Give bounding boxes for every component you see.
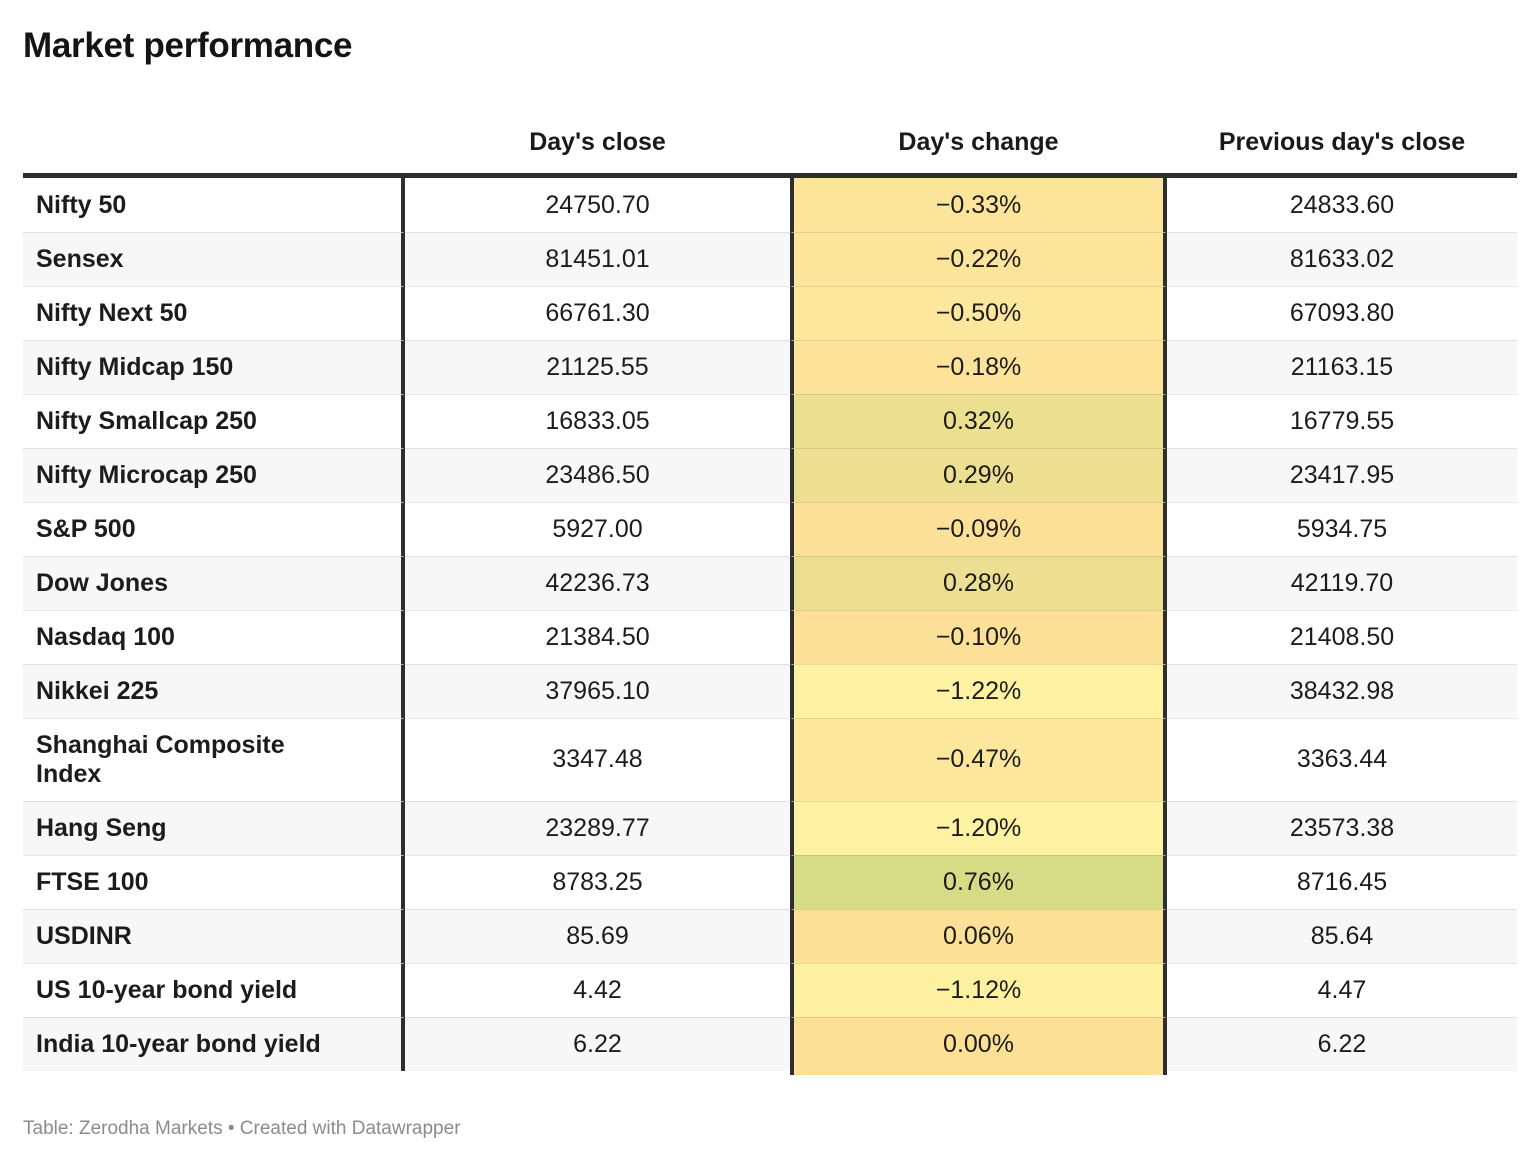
days-change-value: −0.47% (790, 718, 1167, 801)
days-close-value: 85.69 (405, 908, 790, 963)
column-header-previous-close: Previous day's close (1218, 128, 1466, 157)
attribution-footer: Table: Zerodha Markets • Created with Da… (23, 1117, 461, 1139)
days-close-value: 6.22 (405, 1016, 790, 1071)
days-change-value: −0.50% (790, 286, 1167, 340)
days-change-value: −0.09% (790, 502, 1167, 556)
days-close-value: 16833.05 (405, 394, 790, 448)
column-header-spacer (23, 157, 405, 173)
days-close-value: 23486.50 (405, 448, 790, 502)
days-close-value: 5927.00 (405, 502, 790, 556)
row-label: Nifty 50 (23, 178, 405, 232)
previous-close-value: 5934.75 (1167, 502, 1517, 556)
days-close-value: 3347.48 (405, 718, 790, 801)
previous-close-value: 21408.50 (1167, 610, 1517, 664)
change-column-bottom-strip (790, 1070, 1167, 1075)
row-label: Nifty Next 50 (23, 286, 405, 340)
previous-close-value: 23417.95 (1167, 448, 1517, 502)
days-close-value: 21384.50 (405, 610, 790, 664)
days-change-value: −1.12% (790, 962, 1167, 1017)
row-label: Sensex (23, 232, 405, 286)
days-change-value: 0.32% (790, 394, 1167, 448)
row-label: FTSE 100 (23, 854, 405, 909)
previous-close-value: 42119.70 (1167, 556, 1517, 610)
previous-close-value: 85.64 (1167, 908, 1517, 963)
row-label: Shanghai Composite Index (23, 718, 405, 801)
previous-close-value: 24833.60 (1167, 178, 1517, 232)
column-header-days-change: Day's change (898, 128, 1059, 157)
row-label: Nifty Smallcap 250 (23, 394, 405, 448)
days-close-value: 21125.55 (405, 340, 790, 394)
days-change-value: 0.28% (790, 556, 1167, 610)
days-change-value: −0.18% (790, 340, 1167, 394)
previous-close-value: 21163.15 (1167, 340, 1517, 394)
days-close-value: 42236.73 (405, 556, 790, 610)
previous-close-value: 67093.80 (1167, 286, 1517, 340)
days-change-value: 0.00% (790, 1016, 1167, 1071)
page-title: Market performance (23, 26, 353, 65)
previous-close-value: 23573.38 (1167, 800, 1517, 855)
days-change-value: 0.29% (790, 448, 1167, 502)
days-close-value: 81451.01 (405, 232, 790, 286)
row-label: Hang Seng (23, 800, 405, 855)
days-change-value: −0.33% (790, 178, 1167, 232)
row-label: India 10-year bond yield (23, 1016, 405, 1071)
row-label: S&P 500 (23, 502, 405, 556)
row-label: Dow Jones (23, 556, 405, 610)
table-body: Nifty 50 24750.70 −0.33% 24833.60 Sensex… (23, 173, 1517, 1075)
days-close-value: 23289.77 (405, 800, 790, 855)
days-change-value: −1.20% (790, 800, 1167, 855)
previous-close-value: 6.22 (1167, 1016, 1517, 1071)
previous-close-value: 8716.45 (1167, 854, 1517, 909)
row-label: Nifty Midcap 150 (23, 340, 405, 394)
days-change-value: 0.76% (790, 854, 1167, 909)
row-label: Nifty Microcap 250 (23, 448, 405, 502)
days-change-value: −0.22% (790, 232, 1167, 286)
previous-close-value: 4.47 (1167, 962, 1517, 1017)
previous-close-value: 81633.02 (1167, 232, 1517, 286)
row-label: US 10-year bond yield (23, 962, 405, 1017)
previous-close-value: 38432.98 (1167, 664, 1517, 718)
previous-close-value: 3363.44 (1167, 718, 1517, 801)
days-close-value: 8783.25 (405, 854, 790, 909)
previous-close-value: 16779.55 (1167, 394, 1517, 448)
table-header-row: Day's close Day's change Previous day's … (23, 128, 1517, 173)
row-label: Nikkei 225 (23, 664, 405, 718)
days-change-value: −1.22% (790, 664, 1167, 718)
days-close-value: 4.42 (405, 962, 790, 1017)
days-change-value: 0.06% (790, 908, 1167, 963)
days-close-value: 66761.30 (405, 286, 790, 340)
column-header-days-close: Day's close (529, 128, 666, 157)
days-close-value: 24750.70 (405, 178, 790, 232)
days-close-value: 37965.10 (405, 664, 790, 718)
days-change-value: −0.10% (790, 610, 1167, 664)
row-label: USDINR (23, 908, 405, 963)
row-label: Nasdaq 100 (23, 610, 405, 664)
